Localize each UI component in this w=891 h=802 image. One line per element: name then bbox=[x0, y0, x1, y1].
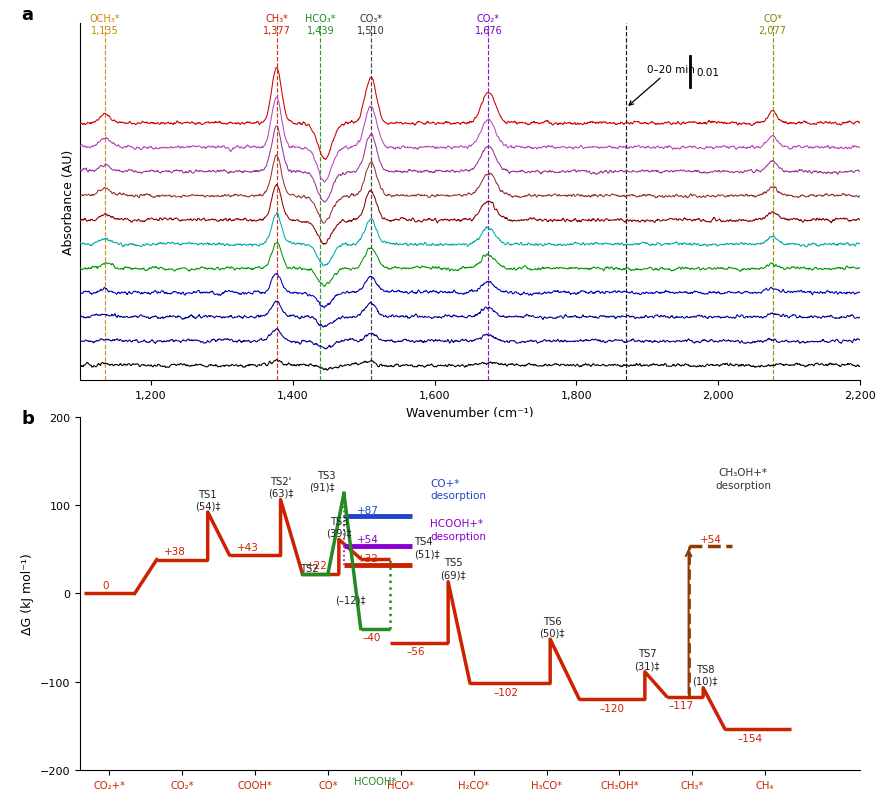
Text: 0.01: 0.01 bbox=[697, 67, 720, 78]
Text: +43: +43 bbox=[237, 542, 258, 552]
Text: –102: –102 bbox=[494, 687, 519, 697]
Text: CH₃*
1,377: CH₃* 1,377 bbox=[263, 14, 290, 36]
Text: HCOOH*: HCOOH* bbox=[354, 776, 396, 787]
Text: +87: +87 bbox=[357, 505, 379, 515]
Text: (–12)‡: (–12)‡ bbox=[335, 594, 366, 605]
Text: +32: +32 bbox=[357, 553, 379, 564]
Text: TS4
(51)‡: TS4 (51)‡ bbox=[414, 537, 439, 558]
Text: TS8
(10)‡: TS8 (10)‡ bbox=[692, 665, 718, 686]
Text: –154: –154 bbox=[738, 733, 763, 743]
Text: TS3
(91)‡: TS3 (91)‡ bbox=[309, 471, 335, 492]
Text: –120: –120 bbox=[600, 703, 625, 713]
Text: b: b bbox=[21, 410, 35, 428]
Text: –117: –117 bbox=[669, 700, 694, 711]
Text: TS7
(31)‡: TS7 (31)‡ bbox=[634, 649, 660, 670]
Text: TS5
(69)‡: TS5 (69)‡ bbox=[440, 558, 466, 579]
Text: +38: +38 bbox=[164, 546, 186, 557]
Text: –40: –40 bbox=[363, 632, 380, 642]
Text: TS3
(39)‡: TS3 (39)‡ bbox=[326, 516, 352, 538]
Y-axis label: ΔG (kJ mol⁻¹): ΔG (kJ mol⁻¹) bbox=[21, 553, 35, 634]
Text: 0–20 min: 0–20 min bbox=[629, 64, 695, 106]
Text: TS6
(50)‡: TS6 (50)‡ bbox=[540, 616, 565, 638]
Text: a: a bbox=[21, 6, 34, 24]
Text: 0: 0 bbox=[102, 580, 110, 590]
Text: TS2'
(63)‡: TS2' (63)‡ bbox=[268, 476, 293, 498]
Text: CO+*
desorption: CO+* desorption bbox=[430, 478, 486, 500]
Text: TS2: TS2 bbox=[300, 563, 318, 573]
Text: OCH₃*
1,135: OCH₃* 1,135 bbox=[90, 14, 120, 36]
Text: –56: –56 bbox=[406, 646, 425, 656]
Text: HCOOH+*
desorption: HCOOH+* desorption bbox=[430, 519, 486, 541]
Y-axis label: Absorbance (AU): Absorbance (AU) bbox=[61, 150, 75, 255]
Text: +54: +54 bbox=[699, 534, 722, 544]
Text: +54: +54 bbox=[357, 534, 379, 544]
Text: CO₃*
1,510: CO₃* 1,510 bbox=[357, 14, 385, 36]
Text: CO*
2,077: CO* 2,077 bbox=[758, 14, 787, 36]
Text: +22: +22 bbox=[306, 561, 328, 570]
Text: CH₃OH+*
desorption: CH₃OH+* desorption bbox=[715, 468, 772, 490]
Text: CO₂*
1,676: CO₂* 1,676 bbox=[475, 14, 503, 36]
Text: TS1
(54)‡: TS1 (54)‡ bbox=[195, 489, 220, 511]
X-axis label: Wavenumber (cm⁻¹): Wavenumber (cm⁻¹) bbox=[406, 406, 534, 419]
Text: HCO₃*
1,439: HCO₃* 1,439 bbox=[306, 14, 336, 36]
